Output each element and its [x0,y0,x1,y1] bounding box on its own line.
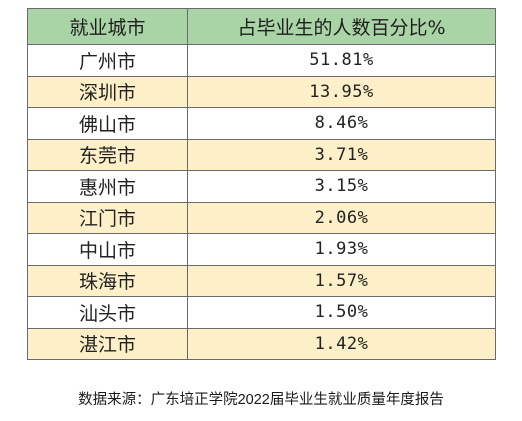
city-cell: 惠州市 [27,170,188,203]
percent-cell: 1.57% [187,264,496,297]
city-cell: 广州市 [27,44,188,77]
header-row: 就业城市 占毕业生的人数百分比% [27,8,496,45]
percent-cell: 3.71% [187,138,496,171]
percent-cell: 13.95% [187,75,496,108]
city-cell: 汕头市 [27,296,188,329]
city-cell: 江门市 [27,201,188,234]
city-cell: 东莞市 [27,138,188,171]
city-cell: 中山市 [27,233,188,266]
city-cell: 湛江市 [27,327,188,360]
city-cell: 珠海市 [27,264,188,297]
table-body: 广州市 51.81% 深圳市 13.95% 佛山市 8.46% 东莞市 3.71… [27,44,496,360]
table-row: 东莞市 3.71% [27,138,496,171]
header-percent: 占毕业生的人数百分比% [187,8,496,45]
table-row: 深圳市 13.95% [27,75,496,108]
employment-city-table: 就业城市 占毕业生的人数百分比% 广州市 51.81% 深圳市 13.95% 佛… [27,8,496,360]
percent-cell: 1.93% [187,233,496,266]
table-header: 就业城市 占毕业生的人数百分比% [27,8,496,45]
table-row: 湛江市 1.42% [27,327,496,360]
data-source-caption: 数据来源：广东培正学院2022届毕业生就业质量年度报告 [78,392,444,408]
percent-cell: 51.81% [187,44,496,77]
percent-cell: 2.06% [187,201,496,234]
table-row: 中山市 1.93% [27,233,496,266]
table-row: 汕头市 1.50% [27,296,496,329]
percent-cell: 3.15% [187,170,496,203]
table-row: 佛山市 8.46% [27,107,496,140]
table-row: 珠海市 1.57% [27,264,496,297]
header-city: 就业城市 [27,8,188,45]
percent-cell: 1.50% [187,296,496,329]
percent-cell: 8.46% [187,107,496,140]
employment-city-table-container: 就业城市 占毕业生的人数百分比% 广州市 51.81% 深圳市 13.95% 佛… [27,8,496,360]
table-row: 江门市 2.06% [27,201,496,234]
city-cell: 佛山市 [27,107,188,140]
table-row: 惠州市 3.15% [27,170,496,203]
percent-cell: 1.42% [187,327,496,360]
table-row: 广州市 51.81% [27,44,496,77]
city-cell: 深圳市 [27,75,188,108]
